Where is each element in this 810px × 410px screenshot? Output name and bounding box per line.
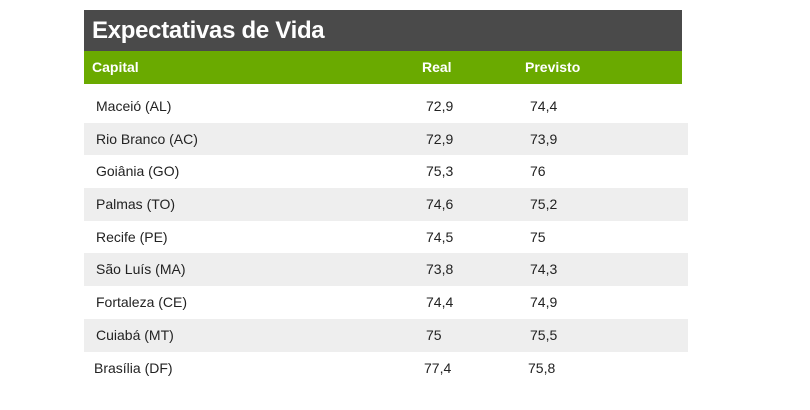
column-header-capital: Capital [92, 59, 139, 75]
column-header-real: Real [422, 59, 452, 75]
cell-real: 75 [426, 326, 442, 343]
table-title: Expectativas de Vida [84, 10, 682, 51]
cell-real: 75,3 [426, 163, 454, 180]
cell-real: 74,6 [426, 196, 454, 213]
cell-capital: Goiânia (GO) [96, 163, 180, 180]
cell-capital: Cuiabá (MT) [96, 326, 174, 343]
cell-previsto: 74,3 [530, 261, 558, 278]
table-row: Brasília (DF) 77,4 75,8 [84, 352, 688, 385]
table-row: Goiânia (GO) 75,3 76 [84, 155, 688, 188]
cell-previsto: 74,9 [530, 294, 558, 311]
cell-capital: Maceió (AL) [96, 98, 172, 114]
table-body: Maceió (AL) 72,9 74,4 Rio Branco (AC) 72… [84, 90, 688, 384]
cell-capital: Fortaleza (CE) [96, 294, 188, 311]
cell-previsto: 76 [530, 163, 546, 180]
cell-capital: Recife (PE) [96, 228, 168, 245]
cell-real: 74,5 [426, 228, 454, 245]
cell-real: 72,9 [426, 130, 454, 147]
cell-previsto: 75 [530, 228, 546, 245]
cell-previsto: 75,8 [528, 359, 556, 376]
cell-real: 77,4 [424, 359, 452, 376]
cell-previsto: 74,4 [530, 98, 558, 114]
life-expectancy-table: Expectativas de Vida Capital Real Previs… [84, 10, 688, 384]
table-row: Maceió (AL) 72,9 74,4 [84, 90, 688, 123]
table-row: Fortaleza (CE) 74,4 74,9 [84, 286, 688, 319]
cell-previsto: 75,2 [530, 196, 558, 213]
column-header-previsto: Previsto [525, 59, 581, 75]
table-row: Cuiabá (MT) 75 75,5 [84, 318, 688, 352]
cell-previsto: 73,9 [530, 130, 558, 147]
table-row: Palmas (TO) 74,6 75,2 [84, 188, 688, 221]
table-row: Rio Branco (AC) 72,9 73,9 [84, 122, 688, 156]
cell-capital: Brasília (DF) [94, 359, 173, 376]
cell-previsto: 75,5 [530, 326, 558, 343]
cell-real: 73,8 [426, 261, 454, 278]
cell-real: 74,4 [426, 294, 454, 311]
cell-capital: Palmas (TO) [96, 196, 176, 213]
cell-real: 72,9 [426, 98, 454, 114]
table-row: Recife (PE) 74,5 75 [84, 221, 688, 254]
cell-capital: Rio Branco (AC) [96, 130, 198, 147]
table-row: São Luís (MA) 73,8 74,3 [84, 253, 688, 287]
table-header-row: Capital Real Previsto [84, 51, 682, 84]
cell-capital: São Luís (MA) [96, 261, 186, 278]
